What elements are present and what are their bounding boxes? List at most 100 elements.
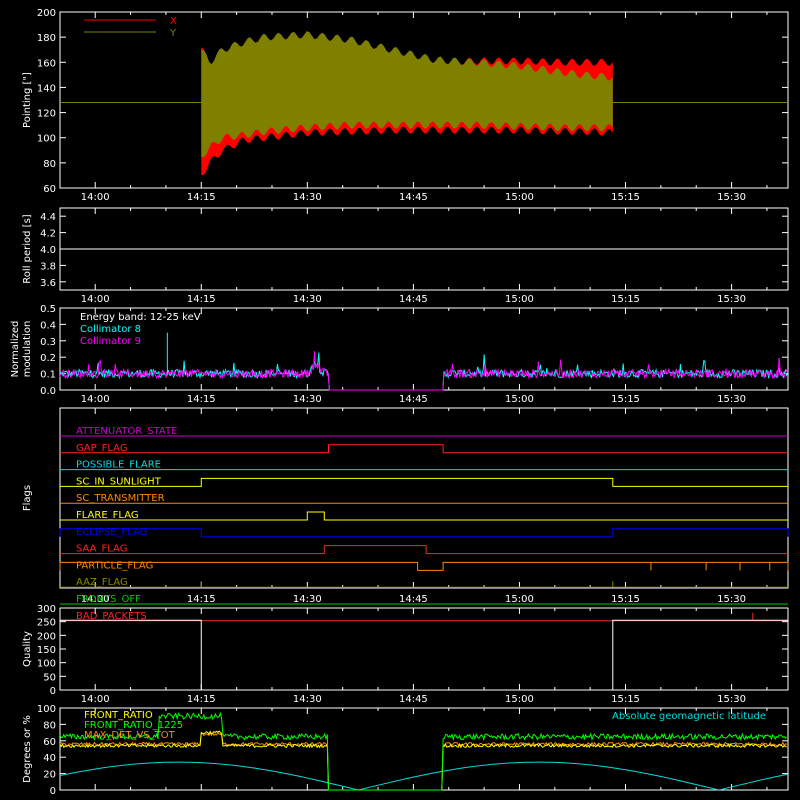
legend-label-front-ratio-1225: FRONT_RATIO_1225 <box>84 720 183 731</box>
flag-label-sc-transmitter: SC_TRANSMITTER <box>76 493 165 504</box>
flag-label-possible-flare: POSSIBLE_FLARE <box>76 460 161 471</box>
y-tick-label: 100 <box>37 134 56 145</box>
y-tick-label: 4.2 <box>40 229 56 240</box>
x-tick-label: 14:45 <box>399 192 428 203</box>
y-axis-label: Pointing ["] <box>22 72 33 128</box>
x-tick-label: 14:30 <box>293 294 322 305</box>
panel-flags: 14:00 14:15 14:30 14:45 15:00 15:15 15:30 Flags… <box>22 407 789 622</box>
x-tick-label: 14:00 <box>81 294 110 305</box>
flag-line-flare-flag <box>60 511 788 521</box>
flag-label-flare-flag: FLARE_FLAG <box>76 510 139 521</box>
y-tick-label: 0.3 <box>40 337 56 348</box>
y-tick-label: 0 <box>50 686 56 697</box>
x-tick-label: 15:30 <box>717 294 746 305</box>
y-tick-label: 4.4 <box>40 212 56 223</box>
y-tick-label: 50 <box>43 672 56 683</box>
x-tick-label: 15:15 <box>611 192 640 203</box>
x-tick-label: 15:30 <box>717 192 746 203</box>
flag-line-sc-in-sunlight <box>60 477 788 487</box>
x-tick-label: 15:30 <box>717 694 746 705</box>
x-tick-label: 14:30 <box>293 192 322 203</box>
flag-label-fronts-off: FRONTS_OFF <box>76 594 141 605</box>
y-tick-label: 0.5 <box>40 304 56 315</box>
y-tick-label: 160 <box>37 58 56 69</box>
energy-band-annotation: Energy band: 12-25 keV <box>80 312 201 323</box>
geomagnetic-latitude-annotation: Absolute geomagnetic latitude <box>612 711 766 722</box>
legend-label-y: Y <box>169 28 177 39</box>
flag-label-bad-packets: BAD_PACKETS <box>76 611 147 622</box>
x-tick-label: 15:15 <box>611 294 640 305</box>
flag-line-saa-flag <box>60 545 788 555</box>
y-axis-label: Quality <box>22 631 33 667</box>
y-axis-label: Degrees or % <box>22 715 33 783</box>
y-tick-label: 150 <box>37 645 56 656</box>
x-tick-label: 14:15 <box>187 394 216 405</box>
y-tick-label: 20 <box>43 770 56 781</box>
x-tick-label: 14:45 <box>399 394 428 405</box>
x-tick-label: 14:30 <box>293 594 322 605</box>
x-tick-label: 14:15 <box>187 192 216 203</box>
x-tick-label: 14:30 <box>293 694 322 705</box>
y-tick-label: 80 <box>43 720 56 731</box>
x-tick-label: 15:30 <box>717 594 746 605</box>
flag-line-eclipse-flag <box>59 528 789 538</box>
y-tick-label: 3.8 <box>40 261 56 272</box>
panel-modulation: 14:00 14:15 14:30 14:45 15:00 15:15 15:30 0.0 0.… <box>10 304 789 405</box>
flag-label-saa-flag: SAA_FLAG <box>76 544 127 555</box>
legend-label-x: X <box>170 16 177 27</box>
flag-label-aaz-flag: AAZ_FLAG <box>76 577 128 588</box>
y-tick-label: 200 <box>37 8 56 19</box>
x-tick-label: 15:00 <box>505 594 534 605</box>
x-tick-label: 14:45 <box>399 694 428 705</box>
y-tick-label: 300 <box>37 604 56 615</box>
series-y-band <box>201 31 613 158</box>
plot-frame <box>59 11 789 189</box>
x-tick-label: 14:15 <box>187 594 216 605</box>
x-tick-label: 14:00 <box>81 694 110 705</box>
y-axis-label: Flags <box>22 485 33 511</box>
x-tick-label: 15:15 <box>611 594 640 605</box>
flag-label-particle-flag: PARTICLE_FLAG <box>76 560 153 571</box>
y-tick-label: 0.4 <box>40 320 56 331</box>
x-tick-label: 14:00 <box>81 594 110 605</box>
y-tick-label: 4.0 <box>40 245 56 256</box>
legend-label-front-ratio: FRONT_RATIO <box>84 710 153 721</box>
y-tick-label: 140 <box>37 83 56 94</box>
y-tick-label: 0 <box>50 786 56 797</box>
y-tick-label: 0.0 <box>40 386 56 397</box>
y-tick-label: 200 <box>37 631 56 642</box>
x-tick-label: 15:00 <box>505 294 534 305</box>
x-tick-label: 15:30 <box>717 394 746 405</box>
x-tick-label: 14:00 <box>81 394 110 405</box>
x-tick-label: 14:00 <box>81 192 110 203</box>
y-tick-label: 100 <box>37 659 56 670</box>
flag-label-sc-in-sunlight: SC_IN_SUNLIGHT <box>76 476 162 487</box>
flag-label-gap-flag: GAP_FLAG <box>76 443 128 454</box>
series-collimator-9 <box>59 351 789 391</box>
x-tick-label: 14:15 <box>187 294 216 305</box>
geomagnetic-latitude-line <box>59 761 788 791</box>
x-tick-label: 15:00 <box>505 694 534 705</box>
y-tick-label: 3.6 <box>40 278 56 289</box>
y-tick-label: 250 <box>37 618 56 629</box>
y-tick-label: 0.2 <box>40 353 56 364</box>
x-tick-label: 14:45 <box>399 294 428 305</box>
flag-label-eclipse-flag: ECLIPSE_FLAG <box>76 527 147 538</box>
y-tick-label: 40 <box>43 753 56 764</box>
panel-ratios: 0 20 40 60 80 100 Degrees or % FRONT_RATIOFRONT… <box>22 704 789 797</box>
y-tick-label: 60 <box>43 184 56 195</box>
flag-line-gap-flag <box>60 444 788 454</box>
x-tick-label: 15:00 <box>505 394 534 405</box>
legend-label-collimator-8: Collimator 8 <box>80 324 141 335</box>
x-tick-label: 14:15 <box>187 694 216 705</box>
y-tick-label: 120 <box>37 109 56 120</box>
legend-label-collimator-9: Collimator 9 <box>80 336 141 347</box>
panel-pointing: 14:00 14:15 14:30 14:45 15:00 15:15 15:30 60 80 1… <box>22 8 789 203</box>
x-tick-label: 15:15 <box>611 694 640 705</box>
panel-roll: 14:00 14:15 14:30 14:45 15:00 15:15 15:30 3.6 3.… <box>22 207 789 305</box>
y-tick-label: 80 <box>43 159 56 170</box>
x-tick-label: 15:00 <box>505 192 534 203</box>
series-front-ratio-1225 <box>59 711 788 791</box>
x-tick-label: 15:15 <box>611 394 640 405</box>
